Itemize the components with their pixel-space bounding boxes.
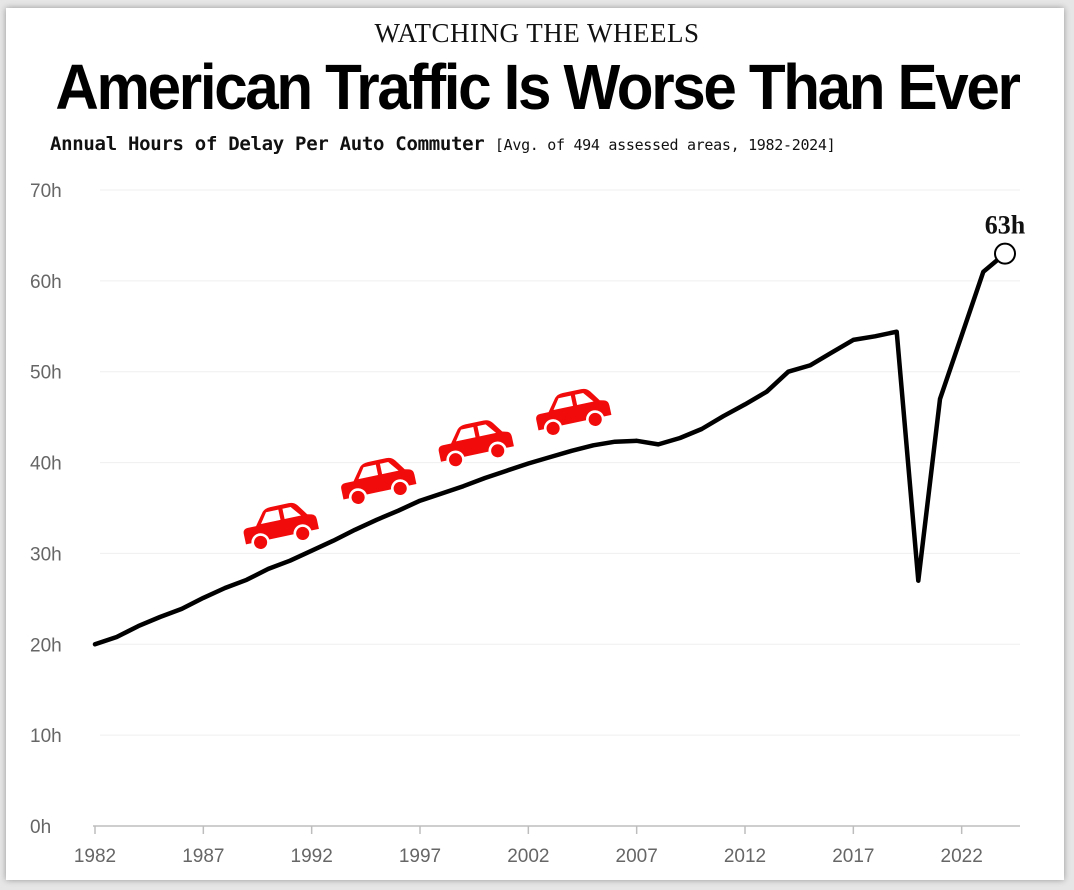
x-tick-label: 2012 bbox=[724, 846, 766, 867]
car-wheel-rear bbox=[293, 524, 312, 543]
kicker: WATCHING THE WHEELS bbox=[374, 18, 700, 48]
car-wheel-rear bbox=[488, 441, 507, 460]
car-icon bbox=[438, 420, 514, 469]
car-window-front bbox=[455, 426, 476, 442]
page-title: American Traffic Is Worse Than Ever bbox=[55, 51, 1020, 123]
car-window-rear bbox=[574, 392, 594, 406]
car-icon bbox=[341, 457, 417, 507]
x-tick-label: 1982 bbox=[74, 846, 116, 867]
end-value-label: 63h bbox=[985, 211, 1026, 240]
car-icon bbox=[243, 502, 319, 552]
x-tick-label: 2002 bbox=[507, 846, 549, 867]
car-icon bbox=[536, 388, 612, 438]
subtitle-note: [Avg. of 494 assessed areas, 1982-2024] bbox=[494, 136, 836, 154]
end-point-marker bbox=[994, 242, 1016, 265]
x-tick-label: 1992 bbox=[291, 846, 333, 867]
annotations: 63h bbox=[985, 211, 1026, 265]
y-tick-label: 0h bbox=[30, 817, 51, 838]
car-window-rear bbox=[477, 424, 497, 437]
y-tick-label: 20h bbox=[30, 635, 62, 656]
y-tick-label: 10h bbox=[30, 726, 62, 747]
car-window-rear bbox=[379, 462, 399, 475]
x-tick-label: 2017 bbox=[832, 846, 874, 867]
y-tick-label: 70h bbox=[30, 181, 62, 202]
x-axis bbox=[93, 825, 1020, 834]
gridlines bbox=[100, 189, 1020, 736]
x-axis-labels: 1982 1987 1992 1997 2002 2007 2012 2017 2022 bbox=[74, 846, 983, 867]
car-wheel-rear bbox=[586, 410, 605, 429]
subtitle-main: Annual Hours of Delay Per Auto Commuter bbox=[50, 133, 485, 155]
car-window-front bbox=[358, 464, 379, 480]
x-tick-label: 1987 bbox=[182, 846, 224, 867]
y-axis-labels: 0h 10h 20h 30h 40h 50h 60h 70h bbox=[30, 181, 62, 838]
chart-subtitle: Annual Hours of Delay Per Auto Commuter … bbox=[50, 133, 836, 155]
car-window-front bbox=[260, 509, 281, 525]
car-wheel-rear bbox=[391, 479, 410, 498]
car-wheel-front bbox=[348, 488, 368, 507]
y-tick-label: 60h bbox=[30, 272, 62, 293]
x-tick-label: 1997 bbox=[399, 846, 441, 867]
car-icons bbox=[243, 388, 612, 552]
series-line-0 bbox=[92, 251, 1008, 647]
car-window-rear bbox=[282, 507, 302, 520]
y-tick-label: 50h bbox=[30, 363, 62, 384]
x-tick-label: 2022 bbox=[941, 846, 983, 867]
car-wheel-front bbox=[251, 533, 270, 552]
x-tick-label: 2007 bbox=[616, 846, 658, 867]
y-tick-label: 30h bbox=[30, 544, 62, 565]
series-layer bbox=[92, 251, 1008, 647]
car-wheel-front bbox=[543, 419, 563, 438]
car-wheel-front bbox=[446, 450, 465, 469]
car-window-front bbox=[553, 395, 574, 411]
y-tick-label: 40h bbox=[30, 454, 62, 475]
